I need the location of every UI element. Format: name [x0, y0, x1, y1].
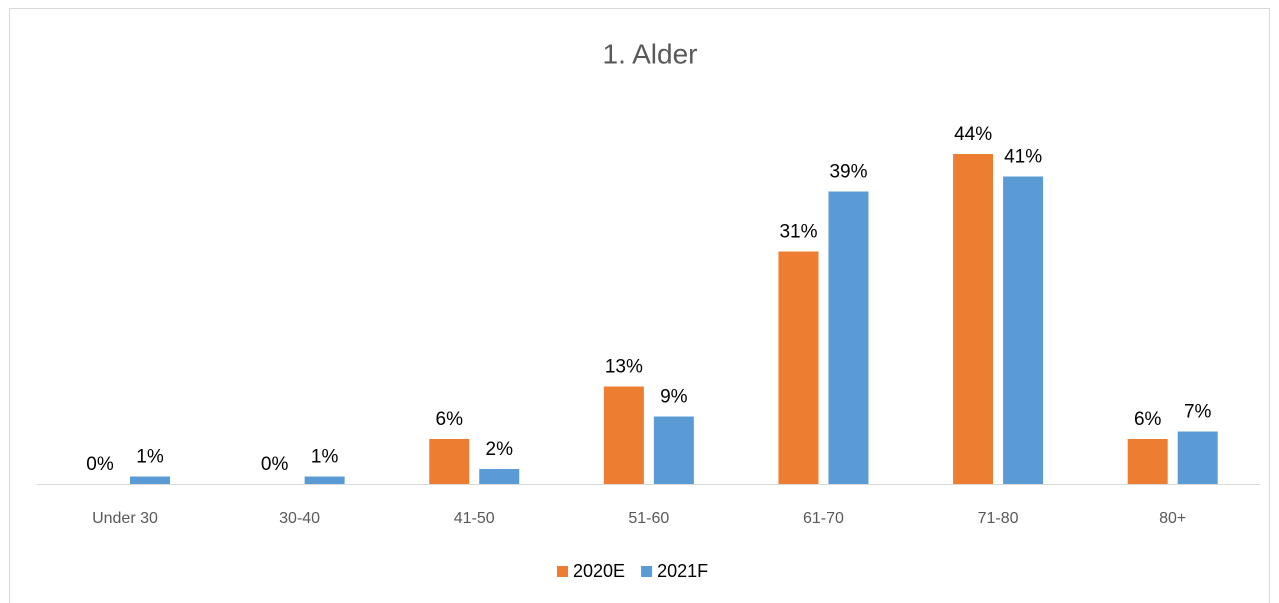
- bar: [653, 416, 694, 484]
- bar: [778, 251, 819, 484]
- bar: [130, 476, 171, 484]
- data-label: 6%: [436, 409, 464, 430]
- bar: [304, 476, 345, 484]
- data-label: 6%: [1134, 409, 1162, 430]
- bar: [1003, 176, 1044, 484]
- x-tick-label: 80+: [1159, 510, 1186, 527]
- chart-title: 1. Alder: [603, 38, 698, 69]
- x-tick-label: 30-40: [279, 510, 320, 527]
- data-label: 13%: [605, 357, 643, 378]
- bar: [479, 469, 520, 484]
- bar: [429, 439, 470, 484]
- data-label: 31%: [779, 222, 817, 243]
- legend-label: 2021F: [657, 561, 708, 581]
- bar: [1127, 439, 1168, 484]
- legend-swatch: [557, 566, 568, 577]
- data-label: 44%: [954, 124, 992, 145]
- x-tick-label: 61-70: [803, 510, 844, 527]
- x-tick-label: 71-80: [978, 510, 1019, 527]
- x-tick-label: Under 30: [92, 510, 158, 527]
- data-label: 9%: [660, 387, 688, 408]
- data-label: 1%: [136, 447, 164, 468]
- bar: [828, 191, 869, 484]
- data-label: 0%: [261, 454, 289, 475]
- bar: [953, 154, 994, 484]
- data-label: 7%: [1184, 402, 1212, 423]
- data-label: 41%: [1004, 147, 1042, 168]
- chart-frame: [9, 8, 1270, 603]
- legend-swatch: [641, 566, 653, 577]
- data-label: 0%: [86, 454, 114, 475]
- legend-label: 2020E: [573, 561, 625, 581]
- data-label: 39%: [829, 162, 867, 183]
- x-tick-label: 41-50: [454, 510, 495, 527]
- bar: [1177, 431, 1218, 484]
- data-label: 1%: [311, 447, 339, 468]
- x-tick-label: 51-60: [628, 510, 669, 527]
- bar: [603, 386, 644, 484]
- data-label: 2%: [486, 439, 514, 460]
